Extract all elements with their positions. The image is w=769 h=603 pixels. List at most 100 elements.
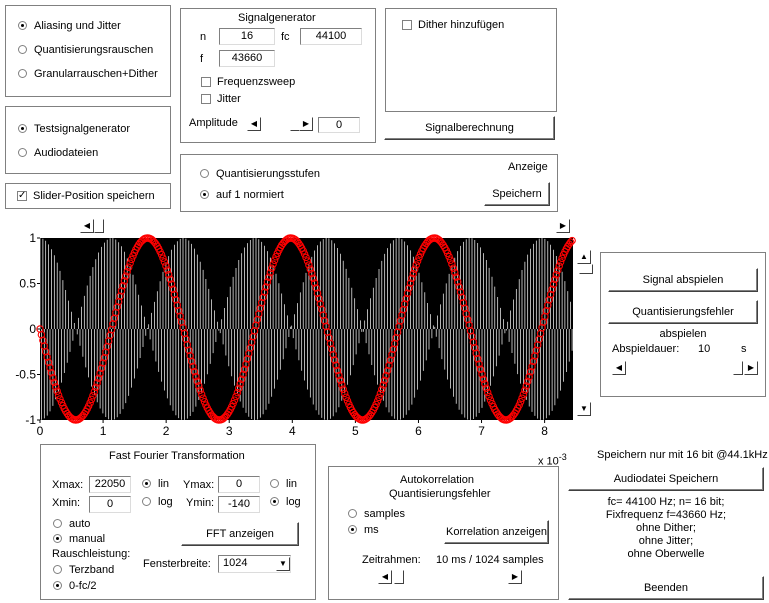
chart-x-scroll-thumb[interactable]	[94, 219, 104, 233]
alias-point-164	[270, 256, 279, 265]
y-lin-radio[interactable]	[270, 479, 279, 488]
ymin-field[interactable]: -140	[218, 496, 260, 513]
alias-point-204	[328, 345, 336, 353]
chart-y-scroll-thumb[interactable]	[579, 264, 593, 274]
y-log-radio[interactable]	[270, 497, 279, 506]
alias-point-345	[529, 357, 538, 366]
alias-point-245	[386, 356, 395, 364]
chart-y-scroll-down[interactable]: ▼	[577, 402, 591, 416]
duration-slider-thumb[interactable]	[733, 361, 743, 375]
f-field[interactable]: 43660	[219, 50, 275, 67]
duration-left-arrow[interactable]: ◀	[612, 361, 626, 375]
display-radio-1[interactable]	[200, 190, 209, 199]
play-error-button[interactable]: Quantisierungsfehler abspielen	[608, 300, 758, 340]
noise-terzband-radio[interactable]	[53, 565, 62, 574]
quit-button[interactable]: Beenden	[568, 576, 764, 600]
fft-show-button[interactable]: FFT anzeigen	[181, 522, 299, 546]
alias-point-211	[338, 381, 346, 389]
mode-radio-0[interactable]	[18, 21, 27, 30]
chart-x-scroll-right[interactable]: ▶	[556, 219, 570, 233]
autocorr-show-button[interactable]: Korrelation anzeigen	[444, 520, 549, 544]
range-manual-radio[interactable]	[53, 534, 62, 543]
time-slider-thumb[interactable]	[394, 570, 404, 584]
x-lin-radio[interactable]	[142, 479, 151, 488]
window-select[interactable]: 1024 ▼	[218, 555, 291, 573]
alias-point-114	[199, 394, 207, 402]
chart-y-scroll-up[interactable]: ▲	[577, 250, 591, 264]
xmin-field[interactable]: 0	[89, 496, 131, 513]
alias-point-143	[240, 365, 249, 374]
alias-point-111	[195, 382, 203, 390]
alias-point-342	[525, 372, 533, 381]
amplitude-right-arrow[interactable]: ▶	[299, 117, 313, 131]
duration-label: Abspieldauer:	[612, 343, 680, 355]
alias-point-95	[172, 295, 180, 304]
alias-point-206	[330, 356, 339, 364]
amplitude-left-arrow[interactable]: ◀	[247, 117, 261, 131]
source-group	[5, 106, 171, 174]
display-radio-0[interactable]	[200, 169, 209, 178]
alias-point-7	[46, 363, 54, 372]
mode-label-2: Granularrauschen+Dither	[34, 68, 158, 80]
duration-unit: s	[741, 343, 747, 355]
alias-point-41	[94, 374, 103, 382]
noise-full-radio[interactable]	[53, 581, 62, 590]
info-line-3: ohne Jitter;	[638, 535, 694, 547]
alias-point-289	[449, 264, 458, 272]
alias-point-357	[546, 290, 555, 299]
alias-point-44	[99, 359, 107, 367]
alias-point-190	[308, 269, 316, 278]
x-tick-label-0: 0	[37, 424, 44, 438]
source-radio-0[interactable]	[18, 124, 27, 133]
range-auto-radio[interactable]	[53, 519, 62, 528]
display-label-1: auf 1 normiert	[216, 189, 284, 201]
fc-field[interactable]: 44100	[300, 28, 362, 45]
alias-point-112	[196, 386, 204, 394]
source-radio-1[interactable]	[18, 148, 27, 157]
audio-save-button[interactable]: Audiodatei Speichern	[568, 467, 764, 491]
alias-point-139	[235, 384, 243, 393]
play-signal-button[interactable]: Signal abspielen	[608, 268, 758, 292]
alias-point-346	[531, 352, 539, 360]
amplitude-field[interactable]: 0	[318, 117, 360, 133]
xmax-field[interactable]: 22050	[89, 476, 131, 493]
alias-point-43	[97, 364, 106, 372]
x-tick-label-3: 3	[226, 424, 233, 438]
alias-point-56	[116, 292, 124, 300]
chart-x-scroll-left[interactable]: ◀	[80, 219, 94, 233]
alias-point-61	[123, 267, 131, 276]
alias-point-337	[518, 394, 526, 402]
alias-point-141	[237, 375, 246, 384]
noise-label: Rauschleistung:	[52, 548, 131, 560]
dither-checkbox[interactable]	[402, 20, 412, 30]
time-left-arrow[interactable]: ◀	[378, 570, 392, 584]
n-field[interactable]: 16	[219, 28, 275, 45]
alias-point-365	[558, 254, 566, 263]
alias-point-359	[549, 280, 558, 288]
alias-point-261	[409, 269, 418, 278]
chevron-down-icon[interactable]: ▼	[276, 557, 290, 571]
jitter-checkbox[interactable]	[201, 94, 211, 104]
mode-radio-1[interactable]	[18, 45, 27, 54]
window-select-value: 1024	[223, 557, 248, 569]
mode-radio-2[interactable]	[18, 69, 27, 78]
signal-calculation-button[interactable]: Signalberechnung	[384, 116, 555, 140]
source-label-1: Audiodateien	[34, 147, 99, 159]
autocorr-ms-radio[interactable]	[348, 525, 357, 534]
alias-point-109	[192, 372, 200, 381]
autocorr-samples-radio[interactable]	[348, 509, 357, 518]
frequency-sweep-checkbox[interactable]	[201, 77, 211, 87]
alias-point-238	[376, 389, 385, 398]
alias-point-5	[43, 353, 51, 361]
duration-right-arrow[interactable]: ▶	[744, 361, 758, 375]
ymax-field[interactable]: 0	[218, 476, 260, 493]
slider-save-checkbox[interactable]: ✓	[17, 190, 27, 201]
alias-point-239	[378, 385, 386, 394]
time-right-arrow[interactable]: ▶	[508, 570, 522, 584]
alias-point-191	[309, 274, 317, 282]
display-save-button[interactable]: Speichern	[484, 182, 550, 206]
x-tick-label-4: 4	[289, 424, 296, 438]
alias-point-193	[312, 284, 320, 292]
x-log-radio[interactable]	[142, 497, 151, 506]
dither-group	[385, 8, 557, 112]
